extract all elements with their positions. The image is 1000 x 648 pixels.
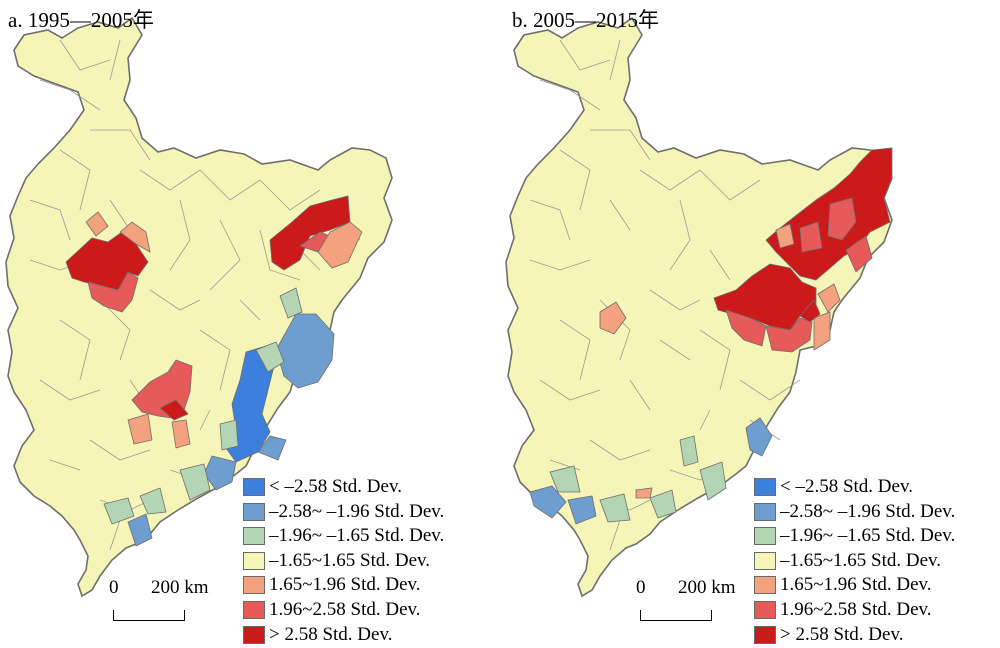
legend-label: –1.96~ –1.65 Std. Dev. xyxy=(780,525,956,547)
legend-label: –1.96~ –1.65 Std. Dev. xyxy=(269,525,445,547)
choropleth-map-b xyxy=(505,17,893,597)
legend: < –2.58 Std. Dev. –2.58~ –1.96 Std. Dev.… xyxy=(754,476,955,648)
scale-bar: 0 200 km xyxy=(103,577,223,627)
legend-item: < –2.58 Std. Dev. xyxy=(754,476,955,498)
legend-item: –1.65~1.65 Std. Dev. xyxy=(754,550,955,572)
legend-label: –2.58~ –1.96 Std. Dev. xyxy=(780,500,956,522)
legend-label: 1.65~1.96 Std. Dev. xyxy=(269,574,421,596)
cluster-northeast-high xyxy=(827,197,857,241)
legend-label: –2.58~ –1.96 Std. Dev. xyxy=(269,500,445,522)
scale-tick xyxy=(113,610,114,621)
legend-item: > 2.58 Std. Dev. xyxy=(243,624,444,646)
legend-item: 1.65~1.96 Std. Dev. xyxy=(243,574,444,596)
legend-item: 1.65~1.96 Std. Dev. xyxy=(754,574,955,596)
legend-swatch xyxy=(243,625,265,644)
cluster-southwest-low xyxy=(529,485,567,519)
legend-swatch xyxy=(754,600,776,619)
panel-title: a. 1995—2005年 xyxy=(8,8,154,32)
legend-swatch xyxy=(243,600,265,619)
legend-item: –1.96~ –1.65 Std. Dev. xyxy=(243,525,444,547)
cluster-west-mid xyxy=(599,301,627,335)
legend-item: < –2.58 Std. Dev. xyxy=(243,476,444,498)
legend-label: 1.96~2.58 Std. Dev. xyxy=(780,598,932,620)
scale-zero-label: 0 xyxy=(109,577,119,598)
scale-tick xyxy=(711,610,712,621)
cluster-south-central-mid xyxy=(679,435,699,467)
legend: < –2.58 Std. Dev. –2.58~ –1.96 Std. Dev.… xyxy=(243,476,444,648)
legend-swatch xyxy=(243,576,265,595)
county-boundaries xyxy=(529,39,801,551)
cluster-central-east-high xyxy=(725,309,767,347)
legend-label: 1.65~1.96 Std. Dev. xyxy=(780,574,932,596)
legend-label: 1.96~2.58 Std. Dev. xyxy=(269,598,421,620)
legend-item: 1.96~2.58 Std. Dev. xyxy=(754,599,955,621)
cluster-northeast-hot xyxy=(269,195,351,271)
choropleth-map-a xyxy=(5,17,393,597)
cluster-southeast-low xyxy=(275,313,335,389)
legend-item: 1.96~2.58 Std. Dev. xyxy=(243,599,444,621)
map-panel-a: a. 1995—2005年 < –2.58 Std. Dev. –2.58~ –… xyxy=(0,0,500,646)
scale-tick xyxy=(640,610,641,621)
scale-distance-label: 200 km xyxy=(678,577,736,598)
legend-item: > 2.58 Std. Dev. xyxy=(754,624,955,646)
cluster-southwest-low xyxy=(127,513,153,547)
panel-title: b. 2005—2015年 xyxy=(512,8,659,32)
map-panel-b: b. 2005—2015年 < –2.58 Std. Dev. –2.58~ –… xyxy=(500,0,1000,646)
cluster-northeast-mid xyxy=(775,223,795,249)
legend-item: –1.65~1.65 Std. Dev. xyxy=(243,550,444,572)
legend-swatch xyxy=(754,625,776,644)
legend-item: –1.96~ –1.65 Std. Dev. xyxy=(754,525,955,547)
legend-item: –2.58~ –1.96 Std. Dev. xyxy=(243,501,444,523)
legend-swatch xyxy=(754,527,776,546)
legend-swatch xyxy=(243,551,265,570)
legend-swatch xyxy=(754,502,776,521)
cluster-south-central-warm xyxy=(635,487,653,499)
cluster-southeast-low xyxy=(745,417,773,457)
cluster-southeast-mid xyxy=(255,341,285,373)
cluster-south-central-mid xyxy=(127,413,153,445)
scale-line xyxy=(113,620,185,621)
scale-tick xyxy=(184,610,185,621)
legend-swatch xyxy=(754,576,776,595)
cluster-southwest-mid xyxy=(549,465,581,493)
legend-swatch xyxy=(754,478,776,496)
legend-swatch xyxy=(243,478,265,496)
cluster-west-central-hot xyxy=(65,231,149,291)
legend-label: > 2.58 Std. Dev. xyxy=(780,623,904,645)
scale-distance-label: 200 km xyxy=(151,577,209,598)
legend-label: > 2.58 Std. Dev. xyxy=(269,623,393,645)
legend-label: –1.65~1.65 Std. Dev. xyxy=(269,549,431,571)
legend-swatch xyxy=(754,551,776,570)
cluster-southwest-mid xyxy=(103,497,135,525)
legend-label: < –2.58 Std. Dev. xyxy=(780,476,913,497)
legend-swatch xyxy=(243,502,265,521)
legend-label: –1.65~1.65 Std. Dev. xyxy=(780,549,942,571)
cluster-west-central-high xyxy=(87,271,139,313)
legend-swatch xyxy=(243,527,265,546)
scale-bar: 0 200 km xyxy=(630,577,750,627)
legend-item: –2.58~ –1.96 Std. Dev. xyxy=(754,501,955,523)
cluster-south-central-hot xyxy=(159,399,189,421)
scale-line xyxy=(640,620,712,621)
cluster-northeast-mid xyxy=(317,221,363,269)
legend-label: < –2.58 Std. Dev. xyxy=(269,476,402,497)
cluster-west-central-mid xyxy=(119,221,151,253)
scale-zero-label: 0 xyxy=(636,577,646,598)
